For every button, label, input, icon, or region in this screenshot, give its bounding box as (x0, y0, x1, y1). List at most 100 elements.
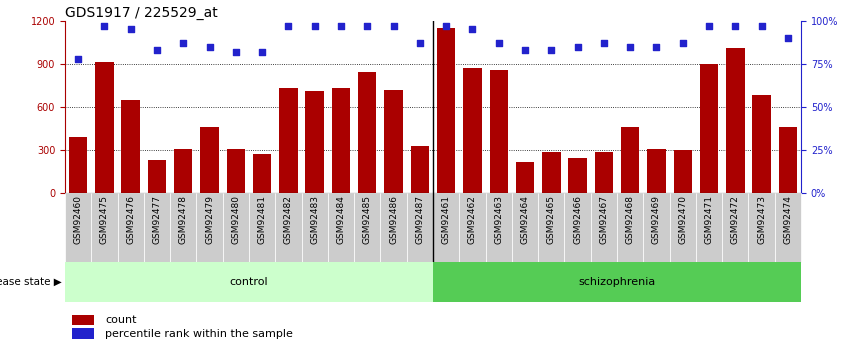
Point (466, 27, 480, 32)
Point (150, 47, 164, 53)
Bar (253, 155, 271, 193)
Text: GSM92462: GSM92462 (468, 195, 477, 244)
Bar (779, 127, 797, 193)
Bar (358, 72, 377, 193)
Text: percentile rank within the sample: percentile rank within the sample (106, 329, 294, 339)
Text: GSM92481: GSM92481 (257, 195, 267, 244)
Bar (91, 193, 118, 262)
Bar (332, 88, 350, 193)
Point (650, 44, 663, 49)
Text: GSM92468: GSM92468 (625, 195, 635, 244)
Bar (118, 193, 144, 262)
Bar (565, 193, 591, 262)
Bar (170, 193, 197, 262)
Bar (354, 193, 380, 262)
Point (203, 44, 216, 49)
Point (571, 44, 585, 49)
Point (255, 49, 269, 55)
Bar (726, 48, 745, 193)
Text: GSM92464: GSM92464 (520, 195, 529, 244)
Bar (144, 193, 170, 262)
Point (754, 23, 768, 29)
Text: GSM92472: GSM92472 (731, 195, 740, 244)
Bar (486, 193, 512, 262)
Text: GSM92473: GSM92473 (757, 195, 766, 244)
Bar (542, 151, 560, 193)
Bar (512, 193, 538, 262)
Text: schizophrenia: schizophrenia (578, 277, 656, 287)
Point (624, 44, 637, 49)
Bar (568, 158, 587, 193)
Bar (775, 193, 801, 262)
Text: GSM92466: GSM92466 (573, 195, 582, 244)
Point (334, 23, 348, 29)
Bar (197, 193, 223, 262)
Text: GSM92476: GSM92476 (126, 195, 135, 244)
Point (675, 40, 689, 46)
Text: GSM92478: GSM92478 (178, 195, 188, 244)
Bar (249, 193, 275, 262)
Bar (696, 193, 722, 262)
Point (360, 23, 374, 29)
Point (124, 27, 138, 32)
Text: GSM92475: GSM92475 (100, 195, 109, 244)
Bar (65, 193, 91, 262)
Point (781, 35, 795, 41)
Bar (674, 150, 692, 193)
Text: GSM92487: GSM92487 (416, 195, 424, 244)
Text: GSM92485: GSM92485 (363, 195, 372, 244)
Text: GSM92486: GSM92486 (389, 195, 398, 244)
Text: GSM92477: GSM92477 (152, 195, 161, 244)
Text: GSM92471: GSM92471 (705, 195, 714, 244)
Point (597, 40, 611, 46)
Bar (69, 137, 87, 193)
Text: GDS1917 / 225529_at: GDS1917 / 225529_at (65, 6, 217, 20)
Bar (748, 193, 775, 262)
Bar (700, 64, 718, 193)
Point (386, 23, 400, 29)
Bar (227, 149, 245, 193)
Text: GSM92467: GSM92467 (599, 195, 609, 244)
Text: GSM92460: GSM92460 (74, 195, 82, 244)
Point (98, 23, 112, 29)
Text: GSM92470: GSM92470 (678, 195, 688, 244)
Bar (643, 193, 669, 262)
Bar (121, 100, 140, 193)
Bar (516, 161, 534, 193)
Bar (174, 149, 192, 193)
Bar (489, 70, 508, 193)
Point (439, 23, 453, 29)
Text: GSM92482: GSM92482 (284, 195, 293, 244)
Point (281, 23, 295, 29)
Bar (433, 262, 801, 302)
Bar (669, 193, 696, 262)
Point (229, 49, 242, 55)
Text: GSM92480: GSM92480 (231, 195, 241, 244)
Text: GSM92479: GSM92479 (205, 195, 214, 244)
Bar (148, 160, 166, 193)
Text: control: control (229, 277, 268, 287)
Bar (647, 149, 666, 193)
Bar (301, 193, 328, 262)
Bar (73, 328, 94, 339)
Point (307, 23, 321, 29)
Text: GSM92484: GSM92484 (337, 195, 346, 244)
Bar (223, 193, 249, 262)
Bar (410, 146, 429, 193)
Bar (617, 193, 643, 262)
Bar (95, 62, 113, 193)
Text: disease state ▶: disease state ▶ (0, 277, 61, 287)
Bar (538, 193, 565, 262)
Bar (73, 315, 94, 325)
Text: GSM92474: GSM92474 (784, 195, 792, 244)
Bar (753, 96, 771, 193)
Text: GSM92465: GSM92465 (546, 195, 556, 244)
Bar (463, 68, 481, 193)
Bar (380, 193, 407, 262)
Bar (306, 91, 324, 193)
Point (413, 40, 427, 46)
Text: count: count (106, 315, 137, 325)
Bar (275, 193, 301, 262)
Text: GSM92483: GSM92483 (310, 195, 320, 244)
Point (545, 47, 559, 53)
